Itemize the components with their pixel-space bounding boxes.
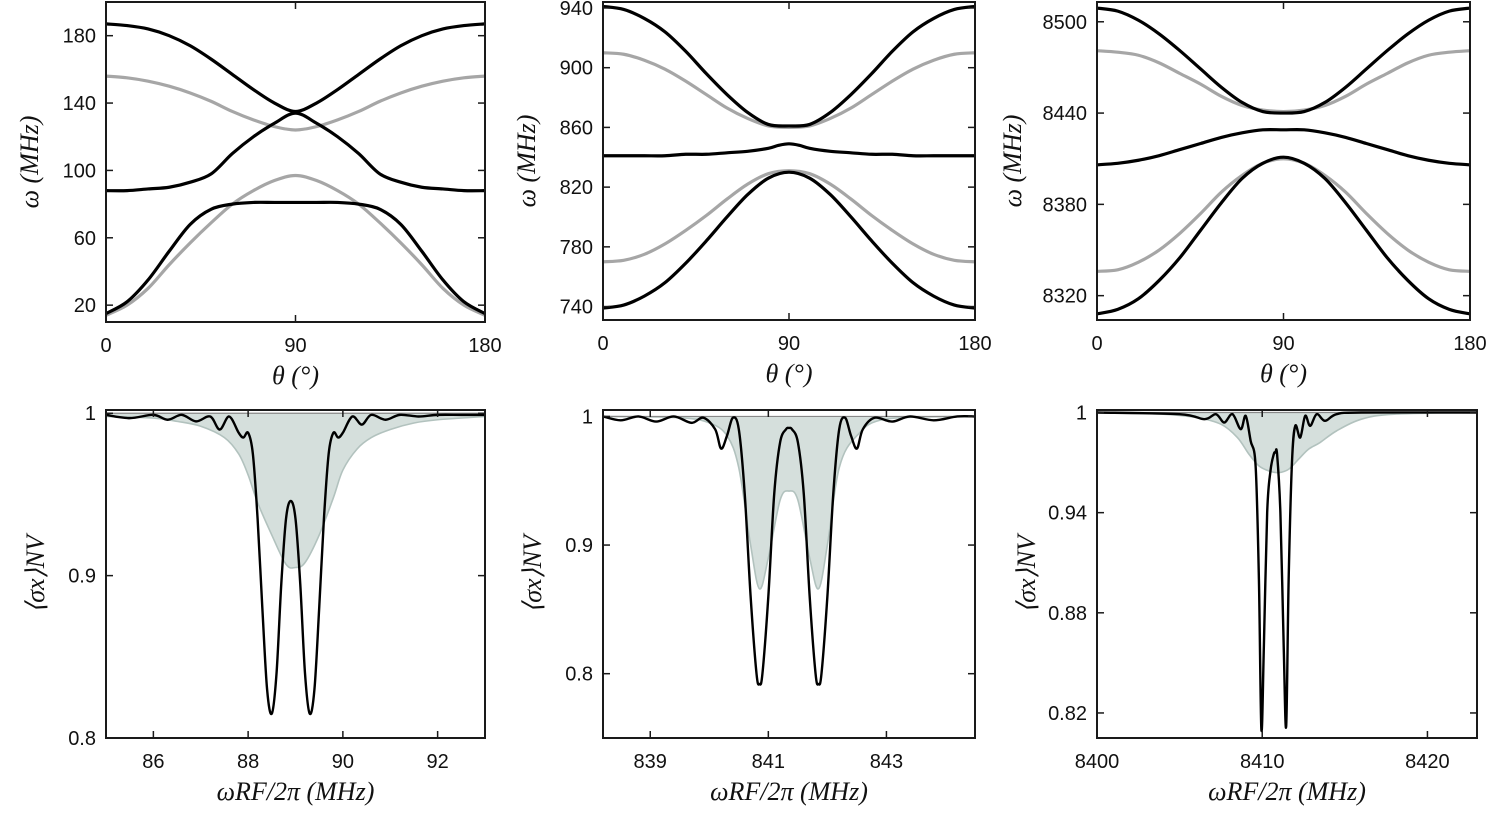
panel-top-right: 0 90 180 8320 8380 8440 8500 θ (°) ω (MHz) [998,1,1487,388]
x-tick-label: 0 [1091,333,1102,355]
y-axis-label: ⟨σx⟩NV [21,532,50,613]
axes-frame [602,1,976,321]
fill-area [603,416,975,589]
x-tick-label: 88 [237,751,259,773]
x-axis-label: θ (°) [1260,359,1307,388]
y-axis-label: ⟨σx⟩NV [518,532,547,613]
x-axis-label: ωRF/2π (MHz) [217,777,375,806]
panel-top-middle: 0 90 180 740 780 820 860 900 940 θ (°) ω (MHz) [512,0,992,388]
x-tick-label: 8400 [1075,751,1120,773]
y-tick-label: 780 [560,237,593,259]
dark-branch-line [106,200,485,316]
y-axis-label: ⟨σx⟩NV [1012,532,1041,613]
dark-branch-line [603,170,975,310]
y-tick-label: 0.9 [68,566,96,588]
dark-branch-line [106,22,485,114]
dark-branch-line [1097,155,1470,316]
y-tick-label: 820 [560,177,593,199]
plot-area [106,412,485,716]
y-axis-label: ω (MHz) [512,115,541,208]
y-tick-label: 180 [63,26,96,48]
axes-frame [1096,1,1471,321]
light-branch-line [603,169,975,264]
light-branch-line [1097,49,1470,114]
y-tick-label: 1 [1076,403,1087,425]
x-tick-label: 8410 [1240,751,1285,773]
plot-area [106,22,485,317]
y-tick-label: 0.88 [1048,603,1087,625]
x-axis-label: ωRF/2π (MHz) [710,777,868,806]
light-branch-line [1097,157,1470,273]
x-tick-label: 90 [284,335,306,357]
y-tick-label: 8500 [1043,12,1088,34]
x-tick-label: 0 [100,335,111,357]
panel-top-left: 0 90 180 20 60 100 140 180 θ (°) ω (MHz) [15,1,502,390]
y-tick-label: 900 [560,58,593,80]
x-tick-label: 839 [634,751,667,773]
x-tick-label: 8420 [1405,751,1450,773]
y-tick-label: 8380 [1043,194,1088,216]
signal-line [603,414,975,686]
y-tick-label: 0.82 [1048,703,1087,725]
x-tick-label: 90 [1272,333,1294,355]
y-tick-label: 8320 [1043,286,1088,308]
dark-branch-line [1097,127,1470,167]
panel-bottom-right: 8400 8410 8420 0.82 0.88 0.94 1 ωRF/2π (MHz) ⟨σx… [1012,403,1478,806]
y-tick-label: 20 [74,295,96,317]
axes-frame [105,409,486,739]
panel-bottom-middle: 839 841 843 0.8 0.9 1 ωRF/2π (MHz) ⟨σx⟩NV [518,406,976,806]
y-tick-label: 60 [74,228,96,250]
y-axis-label: ω (MHz) [15,116,44,209]
plot-area [1097,411,1477,733]
x-axis-label: ωRF/2π (MHz) [1208,777,1366,806]
axes-frame [1096,409,1478,739]
signal-line [106,413,485,716]
plot-area [603,414,975,686]
plot-area [603,4,975,310]
y-axis-label: ω (MHz) [998,115,1027,208]
light-branch-line [106,173,485,317]
y-tick-label: 0.9 [565,535,593,557]
light-branch-line [603,51,975,130]
x-tick-label: 843 [870,751,903,773]
y-tick-label: 740 [560,297,593,319]
fill-edge-line [603,415,975,590]
y-tick-label: 0.94 [1048,503,1087,525]
panel-bottom-left: 86 88 90 92 0.8 0.9 1 ωRF/2π (MHz) ⟨σx⟩NV [21,403,486,806]
plot-area [1097,6,1470,316]
fill-edge-line [106,415,485,569]
y-tick-label: 8440 [1043,103,1088,125]
light-branch-line [106,74,485,132]
dark-branch-line [603,4,975,128]
y-tick-label: 0.8 [68,728,96,750]
signal-line [1097,411,1477,733]
y-tick-label: 940 [560,0,593,20]
x-tick-label: 90 [778,333,800,355]
x-tick-label: 841 [752,751,785,773]
y-tick-label: 1 [582,406,593,428]
x-tick-label: 86 [142,751,164,773]
y-tick-label: 0.8 [565,664,593,686]
x-tick-label: 92 [427,751,449,773]
x-axis-label: θ (°) [272,361,319,390]
x-axis-label: θ (°) [766,359,813,388]
dark-branch-line [603,142,975,158]
x-tick-label: 0 [597,333,608,355]
y-tick-label: 100 [63,160,96,182]
y-tick-label: 140 [63,93,96,115]
axes-frame [602,409,976,739]
fill-area [1097,412,1477,473]
y-tick-label: 1 [85,403,96,425]
x-tick-label: 180 [468,335,501,357]
dark-branch-line [106,111,485,193]
x-tick-label: 180 [1453,333,1486,355]
y-tick-label: 860 [560,117,593,139]
fill-area [106,413,485,569]
x-tick-label: 180 [958,333,991,355]
x-tick-label: 90 [332,751,354,773]
dark-branch-line [1097,6,1470,115]
